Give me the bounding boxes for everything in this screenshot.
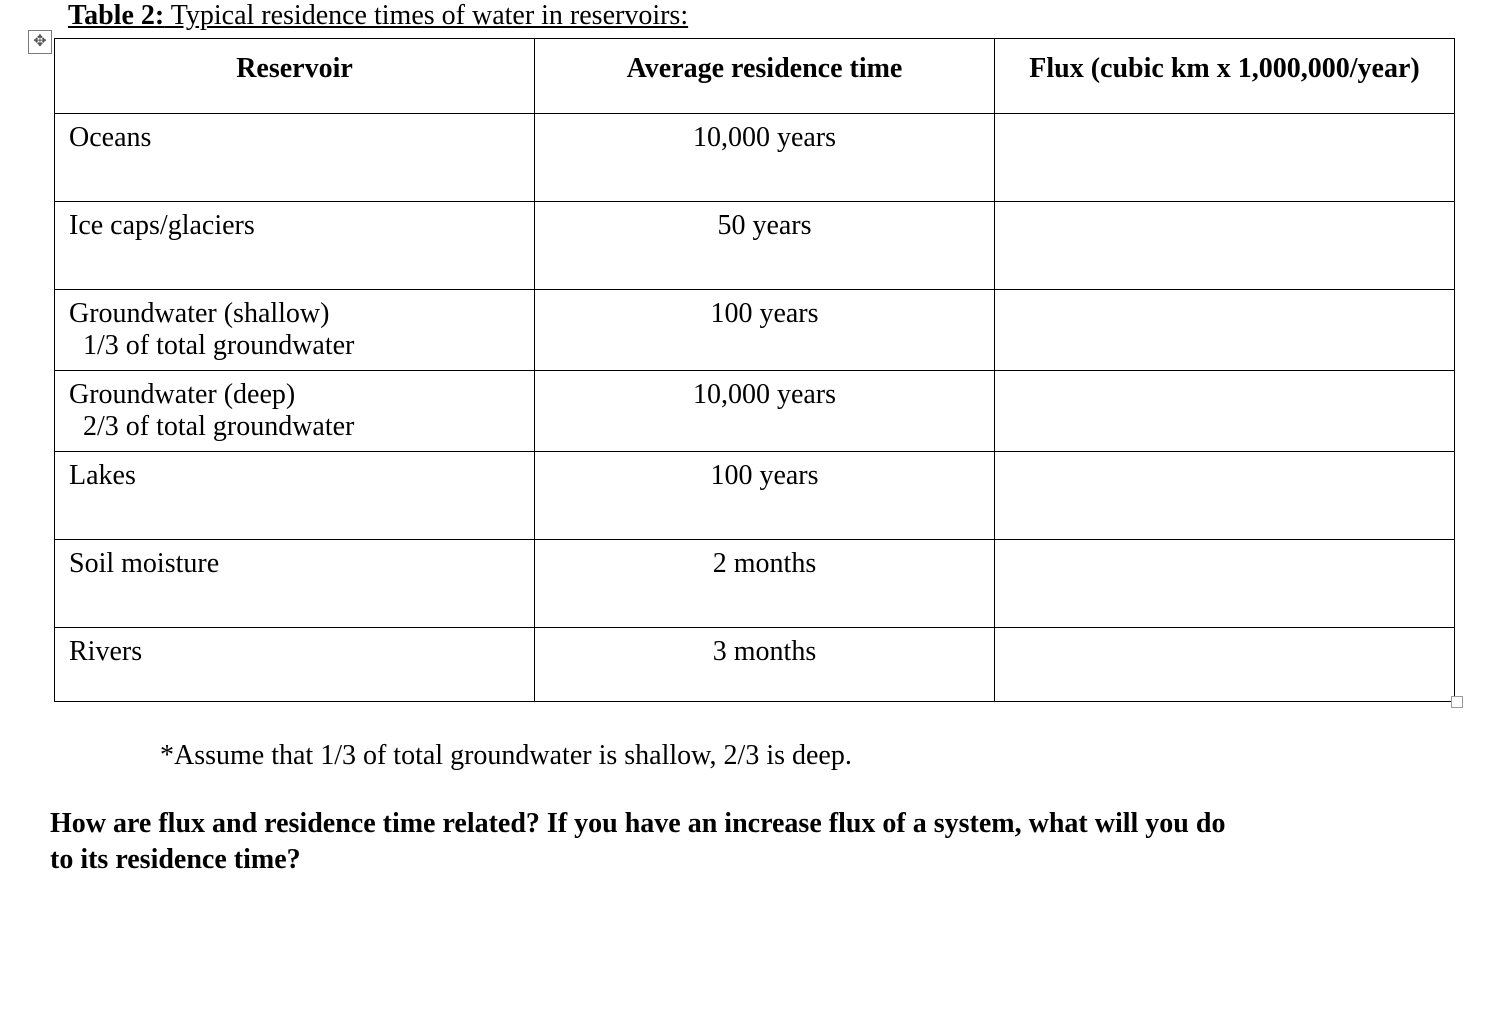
question-text: How are flux and residence time related?… [50,806,1230,878]
cell-reservoir: Rivers [55,628,535,702]
table-row: Oceans 10,000 years [55,114,1455,202]
table-row: Groundwater (deep)2/3 of total groundwat… [55,371,1455,452]
reservoir-subtext: 2/3 of total groundwater [69,411,520,443]
cell-residence-time: 100 years [535,452,995,540]
col-header-time: Average residence time [535,39,995,114]
cell-flux [995,371,1455,452]
cell-reservoir: Oceans [55,114,535,202]
table-row: Ice caps/glaciers 50 years [55,202,1455,290]
cell-flux [995,452,1455,540]
table-caption: Table 2: Typical residence times of wate… [68,0,1458,32]
cell-residence-time: 2 months [535,540,995,628]
cell-reservoir: Groundwater (deep)2/3 of total groundwat… [55,371,535,452]
cell-flux [995,628,1455,702]
reservoir-name: Groundwater (deep) [69,379,295,410]
cell-residence-time: 10,000 years [535,371,995,452]
reservoir-name: Ice caps/glaciers [69,210,255,241]
residence-time-table: Reservoir Average residence time Flux (c… [54,38,1455,702]
table-row: Groundwater (shallow)1/3 of total ground… [55,290,1455,371]
cell-reservoir: Ice caps/glaciers [55,202,535,290]
cell-reservoir: Groundwater (shallow)1/3 of total ground… [55,290,535,371]
reservoir-name: Soil moisture [69,548,219,579]
cell-residence-time: 100 years [535,290,995,371]
cell-flux [995,202,1455,290]
reservoir-name: Oceans [69,122,151,153]
cell-flux [995,540,1455,628]
col-header-reservoir: Reservoir [55,39,535,114]
table-row: Lakes 100 years [55,452,1455,540]
move-glyph: ✥ [33,34,46,50]
cell-residence-time: 50 years [535,202,995,290]
cell-flux [995,114,1455,202]
reservoir-subtext: 1/3 of total groundwater [69,330,520,362]
reservoir-name: Lakes [69,460,136,491]
table-header-row: Reservoir Average residence time Flux (c… [55,39,1455,114]
table-resize-handle-icon[interactable] [1451,696,1463,708]
col-header-flux: Flux (cubic km x 1,000,000/year) [995,39,1455,114]
table-footnote: *Assume that 1/3 of total groundwater is… [160,740,1458,772]
cell-residence-time: 3 months [535,628,995,702]
cell-reservoir: Soil moisture [55,540,535,628]
reservoir-name: Rivers [69,636,142,667]
cell-flux [995,290,1455,371]
caption-label-bold: Table 2: [68,0,164,31]
caption-label-rest: Typical residence times of water in rese… [164,0,688,31]
table-row: Soil moisture 2 months [55,540,1455,628]
table-row: Rivers 3 months [55,628,1455,702]
cell-reservoir: Lakes [55,452,535,540]
table-move-handle-icon[interactable]: ✥ [28,30,52,54]
cell-residence-time: 10,000 years [535,114,995,202]
reservoir-name: Groundwater (shallow) [69,298,329,329]
